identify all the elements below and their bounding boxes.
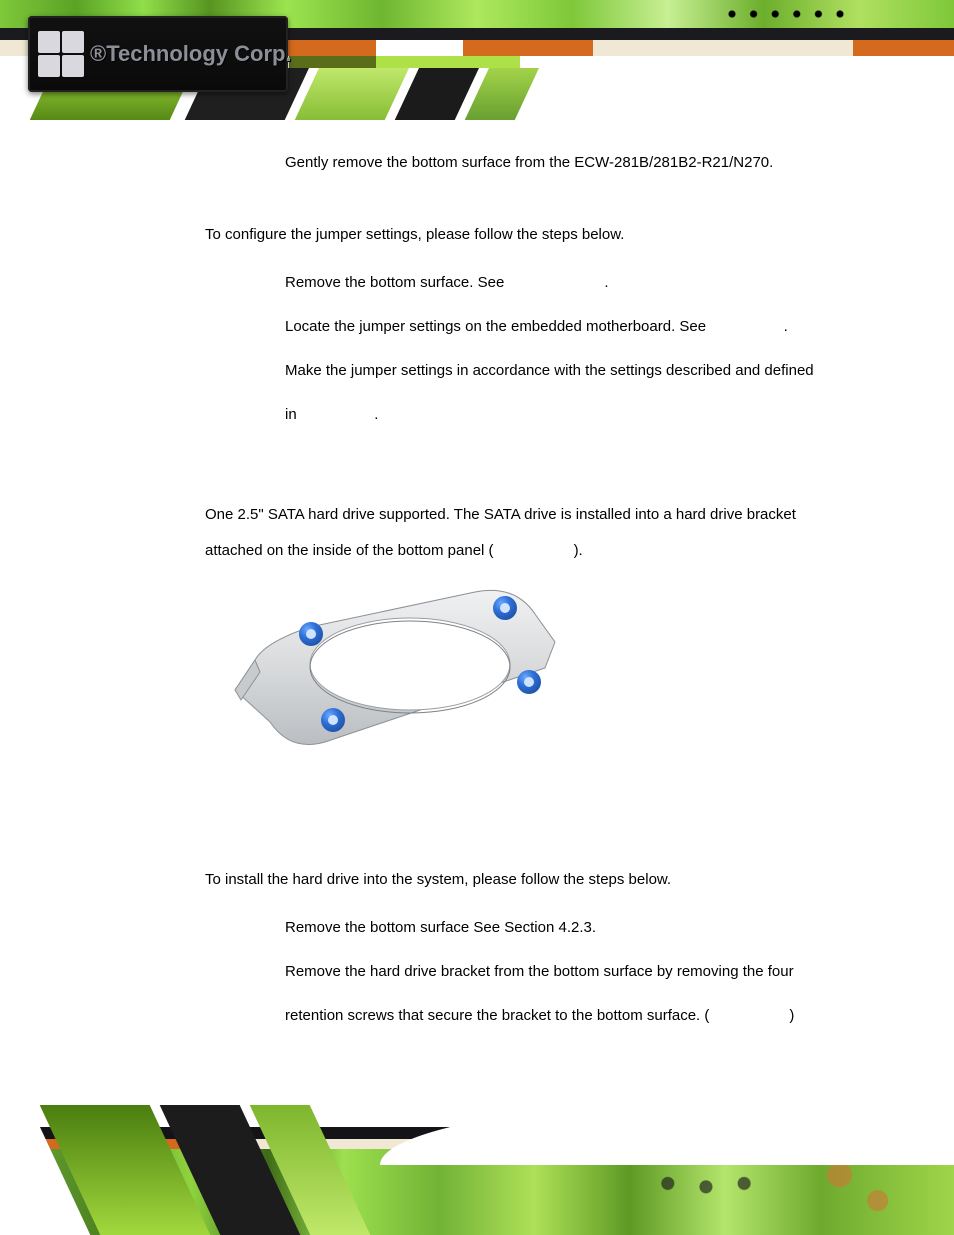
footer-banner [0, 1105, 954, 1235]
paragraph: Gently remove the bottom surface from th… [285, 148, 885, 178]
step-dot: . [604, 274, 608, 291]
footer-curve [380, 1105, 954, 1165]
step-dot: . [374, 406, 378, 423]
install-step-2-line1: Remove the hard drive bracket from the b… [285, 957, 885, 987]
install-intro: To install the hard drive into the syste… [205, 865, 885, 895]
paragraph-configure-intro: To configure the jumper settings, please… [205, 220, 885, 250]
step-2: Locate the jumper settings on the embedd… [285, 312, 885, 342]
header-banner: ®Technology Corp. [0, 0, 954, 120]
hdd-intro-line2: attached on the inside of the bottom pan… [205, 536, 885, 566]
step-3-line2: in Chapter 5 . [285, 400, 885, 430]
document-body: Gently remove the bottom surface from th… [205, 130, 885, 1045]
step-3-line1: Make the jumper settings in accordance w… [285, 356, 885, 386]
configure-steps: Remove the bottom surface. See Section 4… [205, 268, 885, 430]
brand-logo: ®Technology Corp. [28, 16, 288, 92]
step-text: in [285, 406, 301, 423]
header-pcb-dots [714, 4, 894, 24]
step-remove-bottom-surface: Gently remove the bottom surface from th… [205, 148, 885, 178]
hdd-intro-line1: One 2.5" SATA hard drive supported. The … [205, 500, 885, 530]
figure-hdd-bracket: Figure 4-2: Hard Drive Bracket with Capt… [215, 572, 885, 819]
hdd-bracket-illustration [215, 572, 585, 772]
footer-wedges [0, 1105, 420, 1235]
install-step-1: Remove the bottom surface See Section 4.… [285, 913, 885, 943]
text: ). [574, 542, 583, 559]
text: attached on the inside of the bottom pan… [205, 542, 494, 559]
step-1: Remove the bottom surface. See Section 4… [285, 268, 885, 298]
step-dot: . [784, 318, 788, 335]
brand-logo-text: ®Technology Corp. [90, 41, 292, 67]
brand-logo-icon [38, 31, 84, 77]
text: retention screws that secure the bracket… [285, 1007, 709, 1024]
step-text: Remove the bottom surface. See [285, 274, 508, 291]
step-text: Locate the jumper settings on the embedd… [285, 318, 710, 335]
install-steps: Remove the bottom surface See Section 4.… [205, 913, 885, 1031]
text: ) [789, 1007, 794, 1024]
install-step-2-line2: retention screws that secure the bracket… [285, 1001, 885, 1031]
